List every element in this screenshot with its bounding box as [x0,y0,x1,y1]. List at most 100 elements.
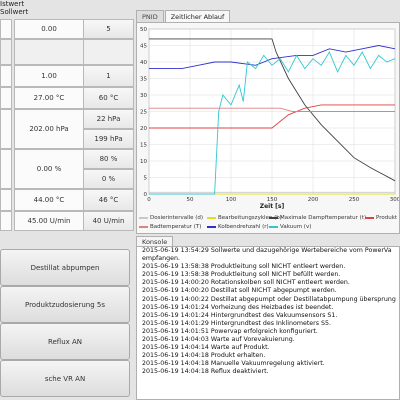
console-line: 2015-06-19 14:04:03 Warte auf Vorevakuie… [142,336,295,344]
x-tick-label: 150 [267,197,278,203]
row-stub [0,87,12,109]
x-tick-label: 300 [390,197,399,203]
row-stub [0,19,12,39]
y-tick-label: 35 [140,77,147,83]
y-tick-label: 25 [140,110,147,116]
sollwert-cell-upper[interactable]: 80 % [83,149,134,169]
reflux-button[interactable]: Reflux AN [0,323,130,360]
console-line: empfangen. [142,255,180,263]
legend-swatch [139,226,148,228]
legend-label: Bearbeitungszyklen (b) [218,215,282,221]
parameter-table: Istwert Sollwert 0.00 5 1.00 1 27.00 °C … [0,0,400,231]
console-line: 2015-06-19 14:01:29 Hintergrundtest des … [142,319,332,327]
empty-cell [14,39,84,65]
istwert-cell: 0.00 [14,19,84,39]
tab-pnid[interactable]: PNID [136,10,164,23]
series-line-6 [149,51,396,195]
legend-label: Dosierintervalle (d) [150,215,204,221]
legend-item: Vakuum (v) [269,224,311,230]
tab-zeitlicher-ablauf[interactable]: Zeitlicher Ablauf [164,10,231,23]
y-tick-label: 30 [140,93,147,99]
sollwert-cell[interactable]: 40 U/min [83,211,134,231]
legend-swatch [207,226,216,228]
view-tabs: PNID Zeitlicher Ablauf [136,10,231,23]
vakuum-regelung-button[interactable]: sche VR AN [0,360,130,397]
legend-swatch [269,226,278,228]
console-line: 2015-06-19 14:00:22 Destillat abgepumpt … [142,295,396,303]
x-tick-label: 100 [226,197,237,203]
sollwert-cell[interactable]: 1 [83,65,134,87]
column-header-istwert: Istwert [0,0,25,8]
istwert-cell: 0.00 % [14,149,84,189]
row-stub [0,65,12,87]
legend-item: Produkt [365,215,397,221]
legend-swatch [207,217,216,219]
legend-swatch [139,217,148,219]
legend-item: Dosierintervalle (d) [139,215,203,221]
legend-item: Kolbendrehzahl (r) [207,224,269,230]
y-tick-label: 0 [144,192,148,198]
sollwert-cell-lower[interactable]: 0 % [83,169,134,189]
legend-label: Produkt [376,215,398,221]
legend-swatch [269,217,278,219]
console-line: 2015-06-19 14:01:51 Powervap erfolgreich… [142,327,318,335]
y-tick-label: 20 [140,126,147,132]
time-chart: 0 5 10 15 20 25 30 35 40 45 50 0 50 100 150 200 250 300 Ze… [140,27,400,210]
chart-panel: 0 5 10 15 20 25 30 35 40 45 50 0 50 100 150 200 250 300 Ze… [136,22,400,234]
legend-swatch [365,217,374,219]
console-line: 2015-06-19 14:04:18 Manuelle Vakuumregel… [142,360,325,368]
legend-item: Bearbeitungszyklen (b) [207,215,282,221]
istwert-cell: 44.00 °C [14,189,84,211]
istwert-cell: 202.00 hPa [14,109,84,149]
y-tick-label: 5 [144,176,148,182]
console-line: 2015-06-19 14:04:18 Produkt erhalten. [142,352,266,360]
sollwert-cell[interactable]: 5 [83,19,134,39]
y-tick-label: 50 [140,27,147,33]
sollwert-cell-lower[interactable]: 199 hPa [83,129,134,149]
legend-label: Maximale Dampftemperatur (t) [280,215,367,221]
row-stub [0,211,12,231]
console-line: 2015-06-19 14:04:14 Warte auf Produkt. [142,344,270,352]
column-header-sollwert: Sollwert [0,8,29,16]
sollwert-cell[interactable]: 60 °C [83,87,134,109]
console-line: 2015-06-19 14:01:24 Hintergrundtest des … [142,311,338,319]
console-line: 2015-06-19 13:58:38 Produktleitung soll … [142,263,346,271]
sollwert-cell-upper[interactable]: 22 hPa [83,109,134,129]
console-log: 2015-06-19 13:54:29 Sollwerte und dazuge… [136,246,400,400]
console-line: 2015-06-19 13:58:38 Produktleitung soll … [142,271,341,279]
y-tick-label: 15 [140,143,147,149]
series-line-3 [149,104,395,129]
console-line: 2015-06-19 14:00:20 Destillat soll NICHT… [142,287,337,295]
legend-label: Vakuum (v) [280,224,312,230]
x-tick-label: 200 [308,197,319,203]
legend-label: Kolbendrehzahl (r) [218,224,269,230]
console-line: 2015-06-19 14:04:18 Reflux deaktiviert. [142,368,269,376]
console-line: 2015-06-19 13:54:29 Sollwerte und dazuge… [142,247,392,254]
console-line: 2015-06-19 14:01:24 Vorheizung des Heizb… [142,303,334,311]
row-stub [0,39,12,65]
series-line-4 [149,107,395,112]
series-line-5 [149,45,396,70]
produktzudosierung-button[interactable]: Produktzudosierung 5s [0,286,130,323]
x-tick-label: 50 [187,197,194,203]
legend-label: Badtemperatur (T) [150,224,202,230]
x-axis-label: Zeit [s] [260,203,285,210]
sollwert-cell[interactable]: 46 °C [83,189,134,211]
istwert-cell: 1.00 [14,65,84,87]
destillat-abpumpen-button[interactable]: Destillat abpumpen [0,249,130,286]
y-tick-label: 45 [140,44,147,50]
legend-item: Maximale Dampftemperatur (t) [269,215,366,221]
series-line-2 [149,38,396,182]
row-stub [0,149,12,189]
row-stub [0,189,12,211]
y-tick-label: 40 [140,60,147,66]
tab-konsole[interactable]: Konsole [136,236,174,247]
row-stub [0,109,12,149]
x-tick-label: 250 [349,197,360,203]
x-tick-label: 0 [147,197,151,203]
empty-cell [83,39,134,65]
console-line: 2015-06-19 14:00:20 Rotationskolben soll… [142,279,350,287]
istwert-cell: 27.00 °C [14,87,84,109]
istwert-cell: 45.00 U/min [14,211,84,231]
